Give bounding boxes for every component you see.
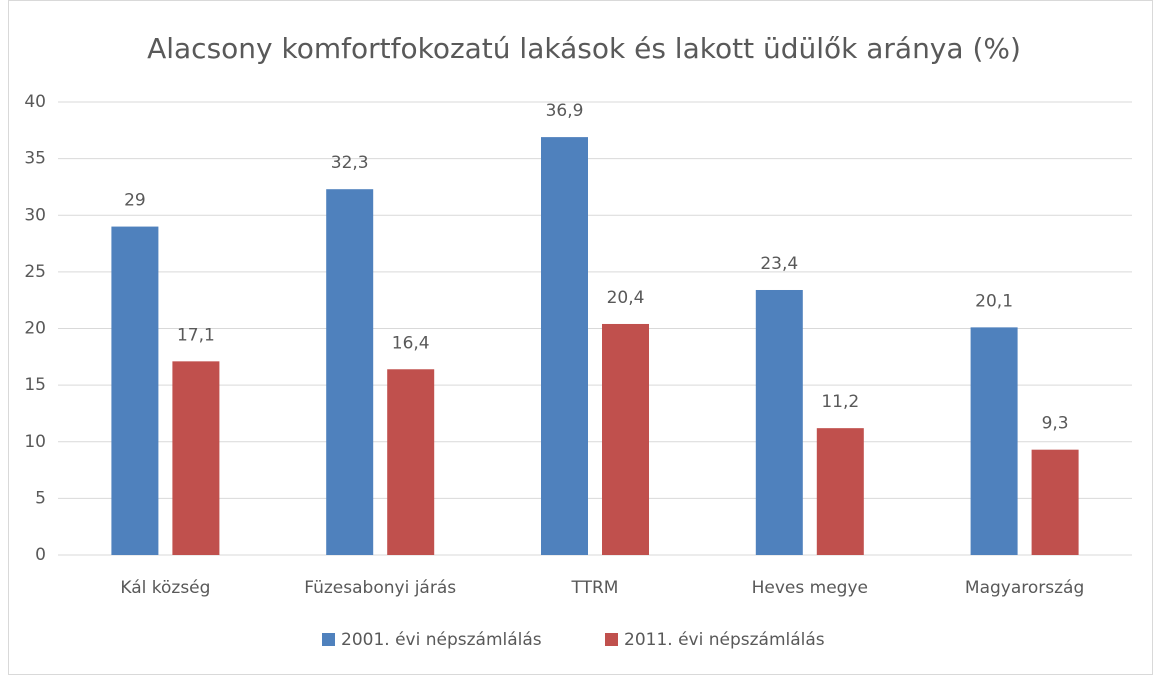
y-tick-label: 5 <box>35 488 46 508</box>
bar <box>541 137 588 556</box>
chart-title: Alacsony komfortfokozatú lakások és lako… <box>147 32 1021 65</box>
value-label: 32,3 <box>331 153 369 173</box>
value-label: 20,4 <box>607 288 645 308</box>
bar <box>816 428 864 555</box>
bar <box>387 369 435 555</box>
bar <box>755 289 803 555</box>
y-tick-label: 40 <box>24 92 46 112</box>
legend-swatch <box>605 633 618 646</box>
value-label: 11,2 <box>821 392 859 412</box>
bar <box>326 189 374 555</box>
value-label: 16,4 <box>392 333 430 353</box>
legend-label: 2001. évi népszámlálás <box>341 630 542 650</box>
value-label: 23,4 <box>760 254 798 274</box>
bar <box>111 226 159 555</box>
legend-swatch <box>322 633 335 646</box>
y-tick-label: 20 <box>24 319 46 339</box>
value-label: 20,1 <box>975 291 1013 311</box>
bar <box>1031 449 1079 555</box>
y-tick-label: 30 <box>24 205 46 225</box>
legend-label: 2011. évi népszámlálás <box>624 630 825 650</box>
y-tick-label: 0 <box>35 545 46 565</box>
x-tick-label: Heves megye <box>752 578 868 598</box>
y-tick-label: 15 <box>24 375 46 395</box>
value-label: 17,1 <box>177 325 215 345</box>
value-label: 9,3 <box>1042 414 1069 434</box>
y-tick-label: 10 <box>24 432 46 452</box>
bar <box>970 327 1018 555</box>
y-tick-label: 25 <box>24 262 46 282</box>
x-tick-label: Magyarország <box>965 578 1084 598</box>
bar <box>602 323 649 555</box>
bar <box>172 361 220 555</box>
value-label: 29 <box>124 191 146 211</box>
y-tick-label: 35 <box>24 149 46 169</box>
x-tick-label: Kál község <box>120 578 210 598</box>
value-label: 36,9 <box>546 101 584 121</box>
x-tick-label: Füzesabonyi járás <box>304 578 456 598</box>
x-tick-label: TTRM <box>571 578 619 598</box>
